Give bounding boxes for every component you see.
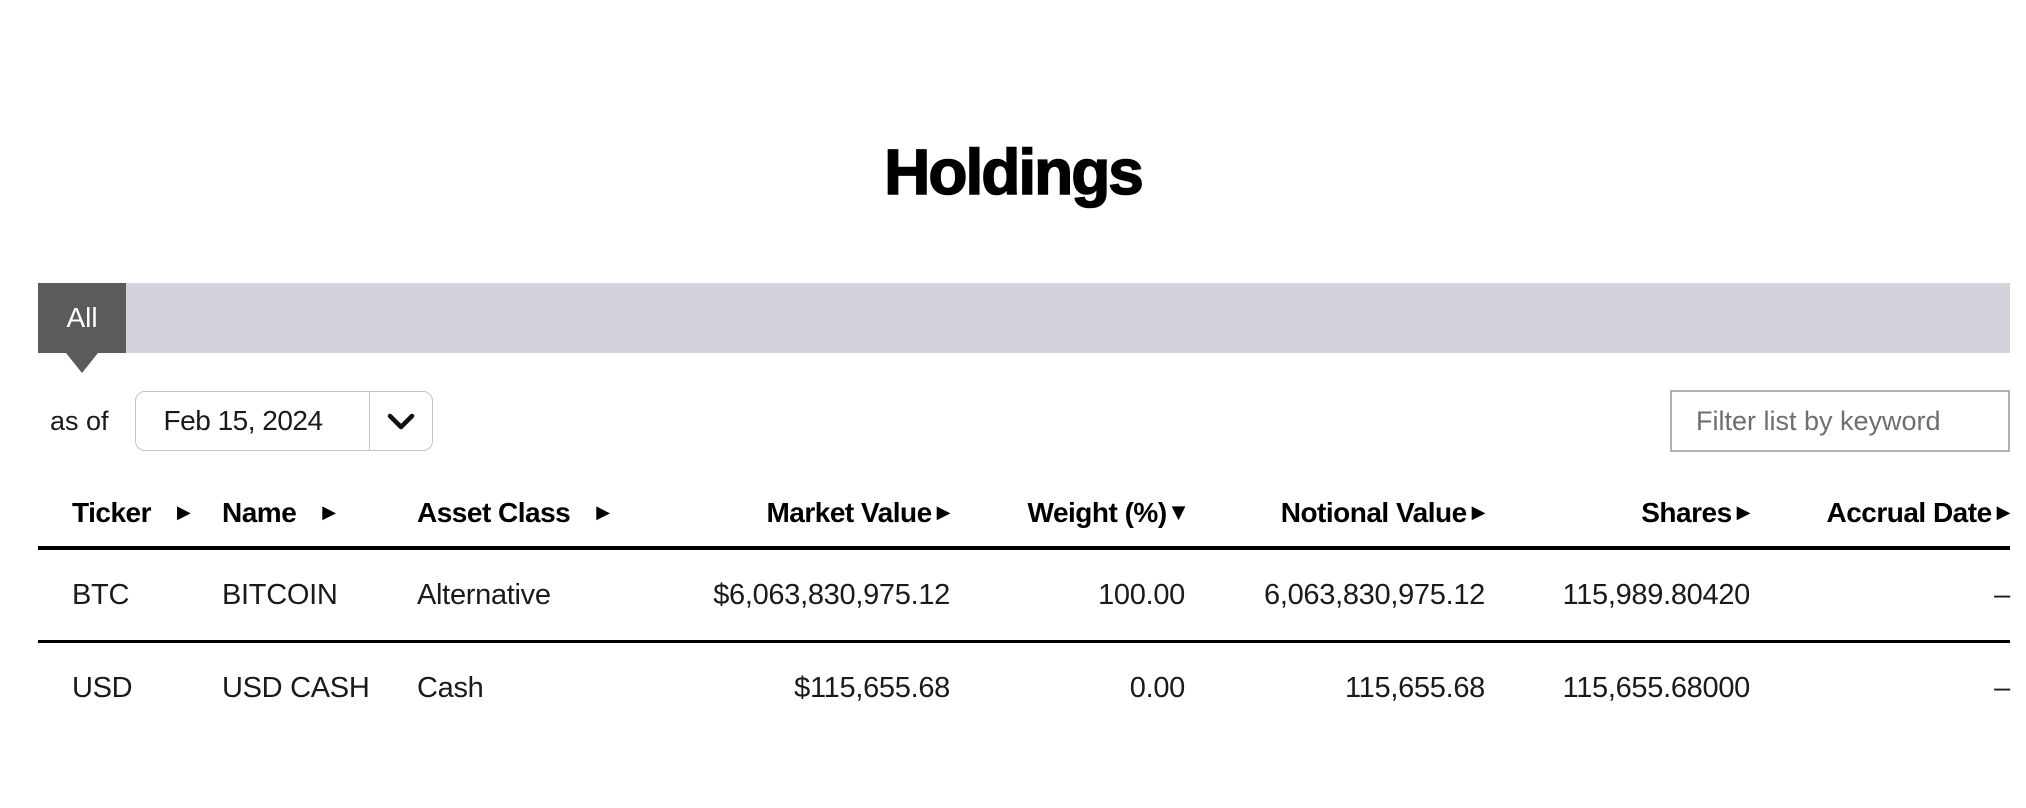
holdings-table: Ticker ▶ Name ▶ Asset Class ▶ Market Value ▶ Wei…: [38, 480, 2011, 733]
column-header-label: Notional Value: [1280, 497, 1467, 528]
filter-wrap: [1670, 390, 2010, 452]
sort-right-triangle-icon[interactable]: ▶: [936, 502, 951, 523]
column-header-weight[interactable]: Weight (%) ▼: [950, 480, 1186, 546]
cell-asset-class: Alternative: [417, 578, 551, 611]
column-header-label: Accrual Date: [1826, 497, 1992, 528]
as-of-label: as of: [50, 405, 109, 436]
as-of-date-value: Feb 15, 2024: [163, 405, 324, 436]
column-header-asset-class[interactable]: Asset Class ▶: [417, 480, 610, 546]
tab-all[interactable]: All: [38, 283, 126, 373]
cell-ticker: USD: [72, 671, 133, 704]
table-row: USD USD CASH Cash $115,655.68 0.00 115,655.68…: [38, 643, 2010, 733]
column-header-ticker[interactable]: Ticker ▶: [38, 480, 222, 546]
sort-right-triangle-icon[interactable]: ▶: [596, 502, 610, 523]
cell-notional-value: 115,655.68: [1345, 671, 1485, 704]
controls-row: as of Feb 15, 2024: [38, 390, 2010, 452]
column-header-shares[interactable]: Shares ▶: [1485, 480, 1750, 546]
sort-descending-icon[interactable]: ▼: [1171, 502, 1186, 523]
column-header-market-value[interactable]: Market Value ▶: [600, 480, 950, 546]
cell-ticker: BTC: [72, 578, 130, 611]
sort-right-triangle-icon[interactable]: ▶: [1736, 502, 1751, 523]
cell-name: BITCOIN: [222, 578, 338, 611]
cell-accrual-date: –: [1994, 671, 2010, 704]
tab-all-label: All: [66, 302, 98, 333]
cell-shares: 115,655.68000: [1562, 671, 1751, 704]
column-header-label: Weight (%): [1027, 497, 1168, 528]
cell-market-value: $115,655.68: [794, 671, 950, 704]
column-header-label: Name: [222, 497, 297, 528]
cell-shares: 115,989.80420: [1562, 578, 1751, 611]
active-tab-pointer: [66, 353, 98, 373]
cell-weight: 100.00: [1098, 578, 1185, 611]
page-title: Holdings: [883, 135, 1144, 208]
sort-right-triangle-icon[interactable]: ▶: [322, 502, 336, 523]
column-header-accrual-date[interactable]: Accrual Date ▶: [1750, 480, 2010, 546]
cell-asset-class: Cash: [417, 671, 484, 704]
cell-notional-value: 6,063,830,975.12: [1264, 578, 1485, 611]
column-header-label: Asset Class: [417, 497, 571, 528]
column-header-notional-value[interactable]: Notional Value ▶: [1185, 480, 1486, 546]
table-body: BTC BITCOIN Alternative $6,063,830,975.12 10…: [38, 550, 2010, 733]
column-header-label: Shares: [1641, 497, 1732, 528]
cell-market-value: $6,063,830,975.12: [713, 578, 950, 611]
sort-right-triangle-icon[interactable]: ▶: [1996, 502, 2011, 523]
cell-weight: 0.00: [1129, 671, 1186, 704]
column-header-label: Market Value: [766, 497, 932, 528]
column-header-label: Ticker: [72, 497, 152, 528]
cell-name: USD CASH: [222, 671, 370, 704]
as-of-date-select[interactable]: Feb 15, 2024: [134, 391, 433, 451]
tab-bar: All: [38, 283, 2010, 373]
filter-input[interactable]: [1670, 390, 2010, 452]
table-row: BTC BITCOIN Alternative $6,063,830,975.12 10…: [38, 550, 2010, 643]
sort-right-triangle-icon[interactable]: ▶: [1471, 502, 1486, 523]
chevron-down-icon[interactable]: [368, 392, 432, 450]
cell-accrual-date: –: [1994, 578, 2010, 611]
sort-right-triangle-icon[interactable]: ▶: [177, 502, 191, 523]
table-header-row: Ticker ▶ Name ▶ Asset Class ▶ Market Value ▶ Wei…: [38, 480, 2011, 550]
column-header-name[interactable]: Name ▶: [222, 480, 417, 546]
